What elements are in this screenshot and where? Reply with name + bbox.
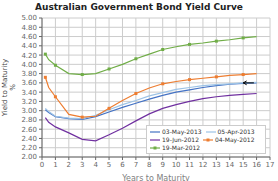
svg-text:2.80: 2.80 bbox=[21, 116, 37, 124]
svg-text:7: 7 bbox=[134, 161, 138, 169]
svg-text:Yield to Maturity%: Yield to Maturity% bbox=[8, 59, 17, 117]
svg-text:4.00: 4.00 bbox=[21, 61, 37, 69]
svg-text:15: 15 bbox=[239, 161, 248, 169]
svg-text:2: 2 bbox=[67, 161, 71, 169]
svg-text:2.40: 2.40 bbox=[21, 135, 37, 143]
svg-text:2.60: 2.60 bbox=[21, 126, 37, 134]
svg-text:17: 17 bbox=[266, 161, 270, 169]
svg-text:1: 1 bbox=[53, 161, 57, 169]
svg-text:5: 5 bbox=[107, 161, 111, 169]
svg-text:8: 8 bbox=[147, 161, 151, 169]
html-text:03-May-2013: 03-May-2013 bbox=[162, 128, 202, 135]
svg-text:Years to Maturity: Years to Maturity bbox=[121, 174, 190, 181]
svg-text:2.00: 2.00 bbox=[21, 153, 37, 161]
svg-text:10: 10 bbox=[172, 161, 181, 169]
svg-text:3: 3 bbox=[80, 161, 84, 169]
svg-text:16: 16 bbox=[252, 161, 261, 169]
svg-text:3.40: 3.40 bbox=[21, 89, 37, 97]
svg-text:4.80: 4.80 bbox=[21, 24, 37, 32]
svg-text:4.40: 4.40 bbox=[21, 42, 37, 50]
svg-text:12: 12 bbox=[198, 161, 207, 169]
html-text:05-Apr-2013: 05-Apr-2013 bbox=[217, 128, 255, 135]
svg-text:4.20: 4.20 bbox=[21, 52, 37, 60]
html-text:Australian Government Bond Yie: Australian Government Bond Yield Curve bbox=[35, 2, 243, 12]
html-text:19-Jun-2012: 19-Jun-2012 bbox=[162, 136, 199, 143]
html-text:19-Mar-2012: 19-Mar-2012 bbox=[162, 144, 201, 151]
svg-text:3.20: 3.20 bbox=[21, 98, 37, 106]
html-text:04-May-2012: 04-May-2012 bbox=[215, 136, 255, 143]
svg-text:2.20: 2.20 bbox=[21, 144, 37, 152]
svg-text:14: 14 bbox=[225, 161, 234, 169]
svg-text:3.00: 3.00 bbox=[21, 107, 37, 115]
svg-text:9: 9 bbox=[160, 161, 164, 169]
svg-text:4.60: 4.60 bbox=[21, 33, 37, 41]
svg-text:3.80: 3.80 bbox=[21, 70, 37, 78]
svg-text:4: 4 bbox=[93, 161, 98, 169]
svg-text:3.60: 3.60 bbox=[21, 79, 37, 87]
svg-text:13: 13 bbox=[212, 161, 221, 169]
svg-text:11: 11 bbox=[185, 161, 194, 169]
svg-text:5.00: 5.00 bbox=[21, 14, 37, 22]
svg-text:0: 0 bbox=[40, 161, 44, 169]
svg-text:6: 6 bbox=[120, 161, 125, 169]
